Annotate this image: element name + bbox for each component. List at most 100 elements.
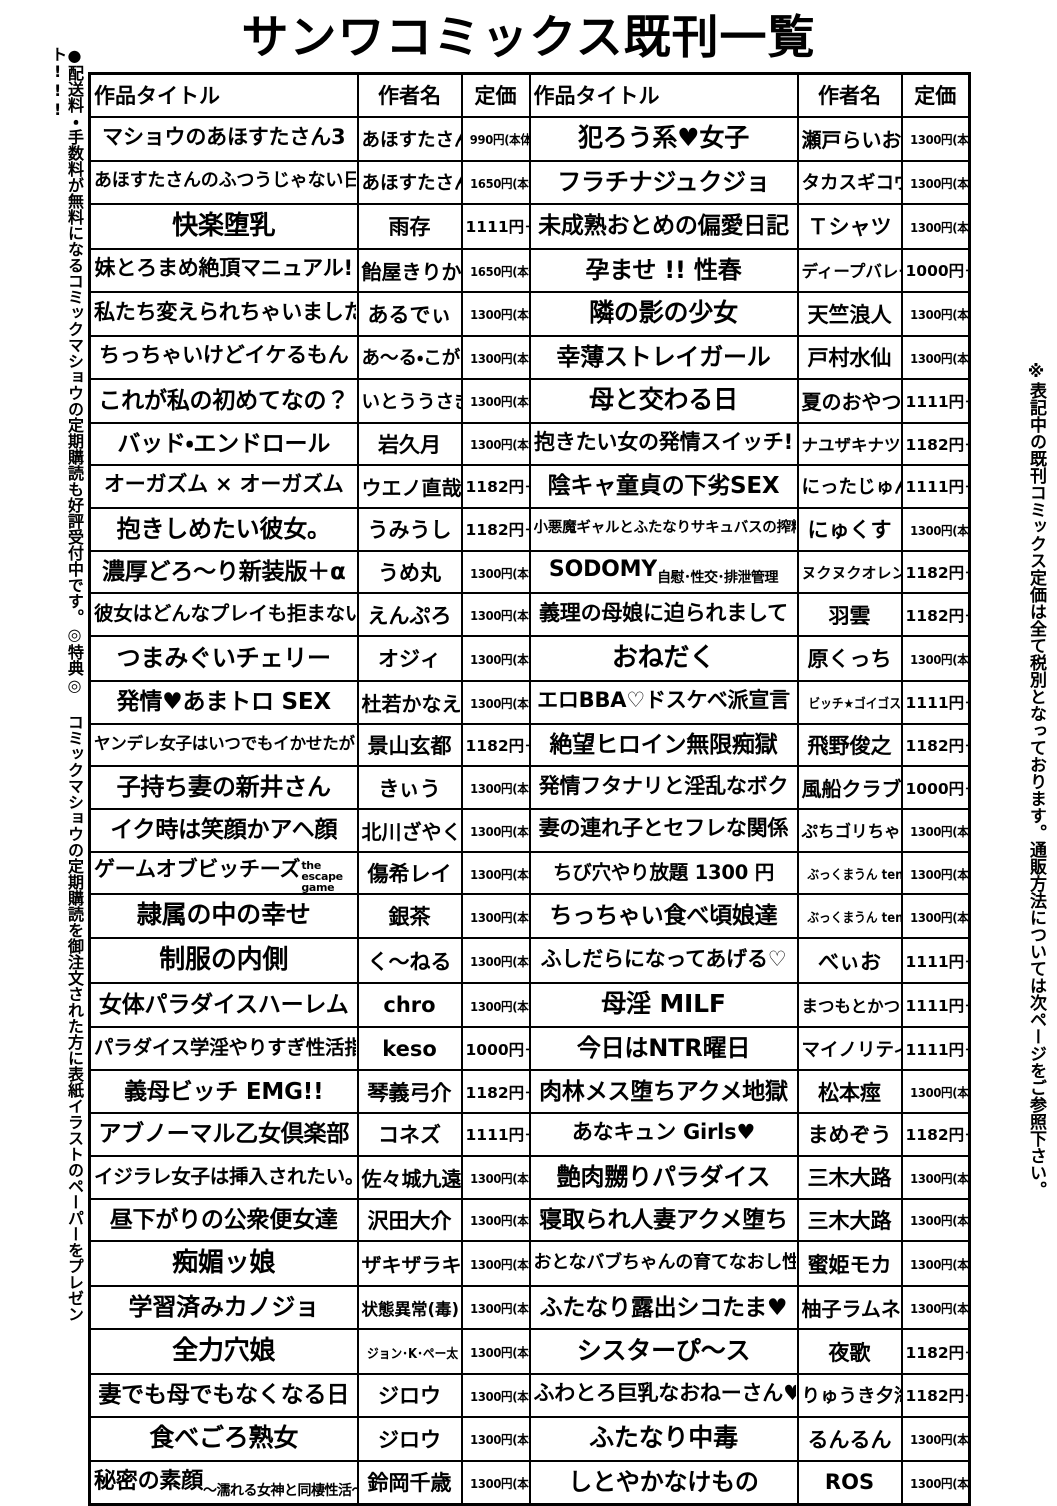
price-cell: 1300円(本体+税) [460,982,531,1029]
author-name: あるでぃ [367,302,452,327]
price-cell: 1111円＋税 [900,982,971,1029]
price-cell: 1300円(本体+税) [900,290,971,337]
title-cell: しとやかなけもの [528,1459,799,1506]
author-name: Ｔシャツ [807,215,892,240]
title-cell: 発情♥あまトロ SEX [88,679,359,725]
left-promo-line1: ●配送料・手数料が無料になるコミックマショウの定期購読も好評受付中です。 [65,46,84,625]
work-title: 孕ませ !! 性春 [585,255,742,284]
price-value: 1111円＋税 [905,997,968,1016]
table-row: パラダイス学淫やりすぎ性活指導 keso 1000円＋税 今日はNTR曜日 マイノリティ… [88,1026,971,1072]
author-cell: 杜若かなえ [356,679,463,725]
author-name: ジロウ [378,1384,441,1409]
author-cell: ぶっくまうん ten [796,850,903,896]
price-cell: 1182円＋税 [900,1373,971,1418]
author-cell: まつもとかつや [796,982,903,1029]
work-title: これが私の初めてなの？ [98,387,350,414]
title-cell: 寝取られ人妻アクメ堕ち [528,1197,799,1243]
price-value: 1300円(本体+税) [469,1301,528,1317]
work-title: 小悪魔ギャルとふたなりサキュバスの搾精SEX♡ [533,519,796,536]
author-cell: ウエノ直哉 [356,464,463,509]
author-name: きぃう [378,776,441,801]
price-value: 1300円(本体+税) [909,219,968,235]
author-name: 飴屋きりか [361,259,462,284]
price-cell: 1111円＋税 [900,377,971,424]
table-row: 発情♥あまトロ SEX 杜若かなえ 1300円(本体+税) エロBBA♡ドスケベ派宣言… [88,679,971,725]
title-cell: 隷属の中の幸せ [88,893,359,940]
price-cell: 1300円(本体+税) [460,1285,531,1331]
author-name: 北川ざやく [361,819,462,844]
price-value: 1111円＋税 [905,392,968,411]
work-title: ふたなり露出シコたま♥ [539,1294,788,1321]
author-name: 岩久月 [378,432,441,457]
table-row: 女体パラダイスハーレム chro 1300円(本体+税) 母淫 MILF まつもとかつや… [88,982,971,1029]
work-title: つまみぐいチェリー [116,643,331,672]
price-cell: 1111円＋税 [460,202,531,250]
price-cell: 1300円(本体+税) [460,1373,531,1418]
title-cell: フラチナジュクジョ [528,159,799,205]
author-cell: 岩久月 [356,421,463,467]
price-value: 1300円(本体+税) [469,1475,528,1491]
author-cell: 夜歌 [796,1328,903,1376]
work-title-subtitle: the escape game [301,859,343,895]
author-name: マイノリティ [801,1039,902,1061]
price-cell: 1300円(本体+税) [900,115,971,162]
table-row: 秘密の素顔～濡れる女神と同棲性活～ 鈴岡千歳 1300円(本体+税) しとやかなけもの… [88,1459,971,1506]
author-cell: 原くっち [796,634,903,682]
author-cell: オジィ [356,634,463,682]
work-title: 学習済みカノジョ [128,1293,319,1322]
price-cell: 1182円＋税 [460,722,531,768]
title-cell: ふしだらになってあげる♡ [528,937,799,985]
title-cell: 痴媚ッ娘 [88,1240,359,1288]
author-name: keso [382,1036,437,1061]
work-title: エロBBA♡ドスケベ派宣言 [537,688,790,713]
author-cell: うみうし [356,506,463,552]
price-value: 1182円＋税 [905,606,968,625]
price-value: 1650円(本体+税) [469,175,528,191]
author-name: まつもとかつや [801,997,901,1017]
work-title: 絶望ヒロイン無限痴獄 [549,731,778,758]
work-title: 発情フタナリと淫乱なボク [538,773,789,798]
author-cell: 天竺浪人 [796,290,903,337]
author-cell: 傷希レイ [356,850,463,896]
author-name: 原くっち [807,647,892,672]
work-title: SODOMY [548,556,658,582]
price-value: 1182円＋税 [905,435,968,454]
author-name: まめぞう [807,1123,892,1148]
price-value: 1182円＋税 [465,1083,528,1102]
work-title: あなキュン Girls♥ [571,1120,756,1145]
author-cell: 夏のおやつ [796,377,903,424]
title-cell: あなキュン Girls♥ [528,1111,799,1157]
author-name: タカスギコウ [801,173,902,195]
header-title-right: 作品タイトル [528,72,799,118]
author-cell: あるでぃ [356,290,463,337]
price-cell: 1650円(本体+税) [460,247,531,293]
table-row: 全力穴娘 ジョン･K･ペー太 1300円(本体+税) シスターぴ～ス 夜歌 1182円＋税 [88,1328,971,1376]
author-cell: ザキザラキ [356,1240,463,1288]
price-value: 1300円(本体+税) [909,1475,968,1491]
work-title: フラチナジュクジョ [557,167,770,196]
author-name: ザキザラキ [361,1253,462,1278]
table-row: 妹とろまめ絶頂マニュアル! 飴屋きりか 1650円(本体+税) 孕ませ !! 性春 ディ… [88,247,971,293]
header-author-left: 作者名 [356,72,463,118]
author-name: 蜜姫モカ [807,1252,892,1277]
author-cell: るんるん [796,1415,903,1462]
author-cell: 柚子ラムネ [796,1285,903,1331]
author-name: 天竺浪人 [807,302,892,327]
author-cell: あほすたさん [356,115,463,162]
price-value: 1300円(本体+税) [909,651,968,667]
work-title: 妻の連れ子とセフレな関係 [538,816,789,841]
author-cell: ぶっくまうん ten [796,893,903,940]
title-cell: 妻でも母でもなくなる日 [88,1373,359,1418]
title-cell: あほすたさんのふつうじゃない日常 [88,159,359,205]
title-cell: エロBBA♡ドスケベ派宣言 [528,679,799,725]
title-cell: 女体パラダイスハーレム [88,982,359,1029]
work-title: 母と交わる日 [589,384,738,414]
price-value: 1182円＋税 [905,564,968,583]
author-cell: いとううさぎ [356,377,463,424]
work-title: イク時は笑顔かアヘ顔 [110,817,338,844]
author-name: ぶっくまうん ten [806,868,902,884]
work-title: 食べごろ熟女 [149,1422,299,1452]
price-value: 1000円＋税 [905,779,968,798]
